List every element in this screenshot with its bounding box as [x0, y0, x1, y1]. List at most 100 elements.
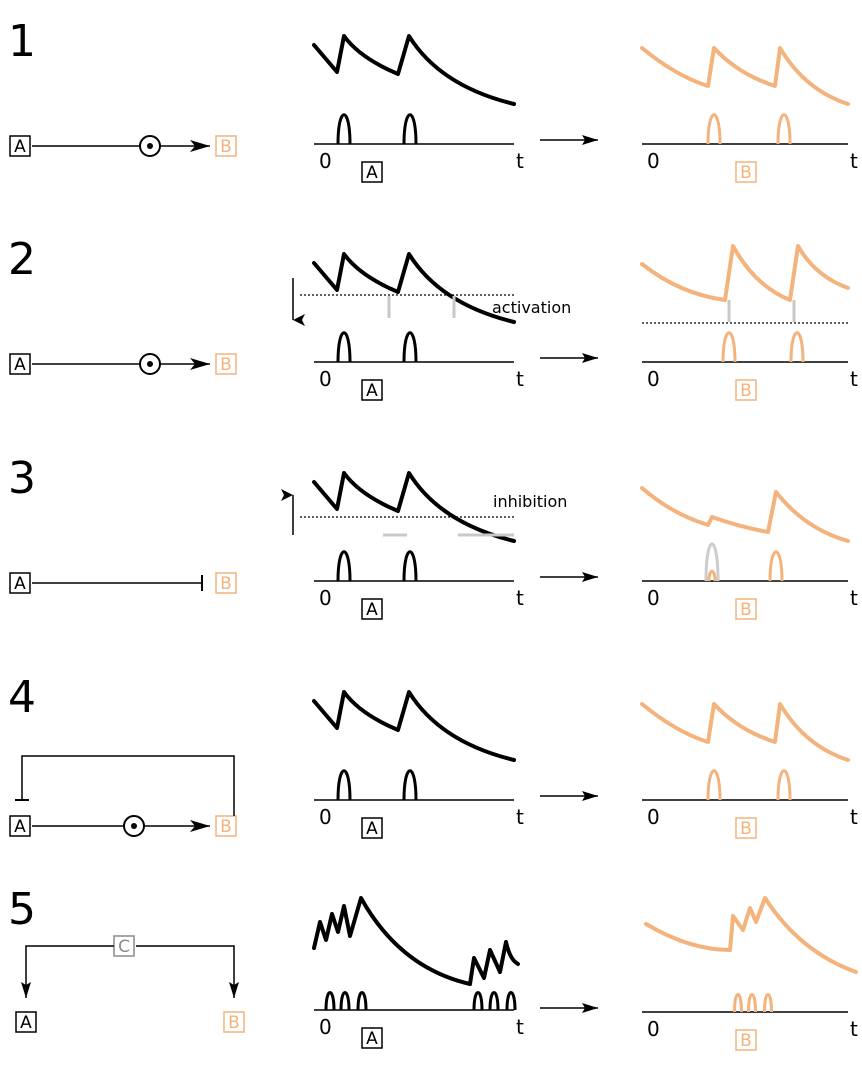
node-a-box: [15, 1011, 37, 1033]
node-b-box: [223, 1011, 245, 1033]
output-pulse-3: [763, 992, 773, 1013]
panel-number: 3: [8, 453, 36, 504]
plus-dot: [147, 143, 153, 149]
input-pulse-4: [472, 990, 484, 1011]
panel-number: 4: [8, 672, 36, 723]
output-label: B: [740, 819, 752, 839]
input-signal-curve: [312, 471, 516, 543]
node-a: A: [14, 355, 26, 375]
node-a: A: [20, 1013, 32, 1033]
output-label-box: [735, 379, 757, 401]
node-a-box: [9, 572, 31, 594]
input-signal-curve: [312, 252, 516, 324]
input-label-box: [361, 161, 383, 183]
node-b-box: [215, 135, 237, 157]
input-label-box: [361, 817, 383, 839]
output-label: B: [740, 163, 752, 183]
node-b: B: [220, 817, 232, 837]
input-pulse-1: [336, 550, 352, 582]
input-plot-t-label: t: [516, 367, 524, 391]
output-plot-t-label: t: [850, 805, 858, 829]
output-plot-t-label: t: [850, 367, 858, 391]
input-label: A: [366, 381, 378, 401]
node-b-box: [215, 353, 237, 375]
node-b: B: [228, 1013, 240, 1033]
panel-5: 5 C A B 0 t A 0 t B: [8, 884, 858, 1051]
node-b-box: [215, 572, 237, 594]
output-plot-origin-label: 0: [647, 367, 660, 391]
output-pulse-2: [768, 550, 784, 582]
output-plot-t-label: t: [850, 149, 858, 173]
input-label: A: [366, 1029, 378, 1049]
output-label-box: [735, 598, 757, 620]
blocked-pulse: [704, 542, 720, 582]
output-pulse-1: [706, 113, 722, 145]
input-plot-origin-label: 0: [319, 805, 332, 829]
input-label-box: [361, 1027, 383, 1049]
output-plot-origin-label: 0: [647, 805, 660, 829]
output-plot-origin-label: 0: [647, 1017, 660, 1041]
output-pulse-2: [789, 331, 805, 363]
node-b-box: [215, 815, 237, 837]
panel-4: 4 A B 0 t A 0 t B: [8, 672, 858, 839]
input-plot-t-label: t: [516, 586, 524, 610]
panel-number: 2: [8, 234, 36, 285]
input-pulse-2: [402, 769, 418, 801]
panel-number: 5: [8, 884, 36, 935]
activation-annotation: activation: [492, 298, 571, 317]
panel-number: 1: [8, 16, 36, 67]
feedback-edge: [21, 755, 235, 816]
input-pulse-3: [356, 990, 368, 1011]
node-b: B: [220, 137, 232, 157]
input-pulse-2: [402, 331, 418, 363]
output-label: B: [740, 1031, 752, 1051]
input-plot-t-label: t: [516, 805, 524, 829]
input-signal-curve: [312, 896, 520, 986]
output-signal-curve: [644, 896, 858, 974]
input-signal-curve: [312, 690, 516, 762]
input-plot-origin-label: 0: [319, 367, 332, 391]
output-signal-curve: [640, 46, 850, 106]
output-signal-curve: [640, 486, 850, 543]
output-pulse-2: [747, 992, 757, 1013]
node-a: A: [14, 574, 26, 594]
output-plot-origin-label: 0: [647, 149, 660, 173]
output-signal-curve: [640, 244, 850, 302]
input-label-box: [361, 598, 383, 620]
input-label: A: [366, 819, 378, 839]
output-pulse-1: [706, 769, 722, 801]
output-pulse-2: [776, 113, 792, 145]
inhibition-annotation: inhibition: [493, 492, 567, 511]
panel-1: 1 A B 0 t A 0 t B: [8, 16, 858, 183]
input-pulse-2: [402, 550, 418, 582]
output-signal-curve: [640, 702, 850, 762]
input-pulse-1: [336, 331, 352, 363]
output-plot-t-label: t: [850, 1017, 858, 1041]
node-a-box: [9, 815, 31, 837]
output-pulse-1: [721, 331, 737, 363]
node-b: B: [220, 355, 232, 375]
output-pulse-1: [707, 569, 717, 582]
input-plot-origin-label: 0: [319, 149, 332, 173]
input-label: A: [366, 163, 378, 183]
node-b: B: [220, 574, 232, 594]
output-pulse-1: [733, 992, 743, 1013]
output-pulse-2: [776, 769, 792, 801]
node-c: C: [118, 937, 130, 957]
input-pulse-2: [402, 113, 418, 145]
input-plot-t-label: t: [516, 149, 524, 173]
edge-c-a-arrow: [21, 945, 114, 998]
input-plot-origin-label: 0: [319, 1015, 332, 1039]
output-plot-origin-label: 0: [647, 586, 660, 610]
input-pulse-1: [336, 113, 352, 145]
edge-c-b-arrow: [136, 945, 239, 998]
input-signal-curve: [312, 34, 516, 106]
input-plot-origin-label: 0: [319, 586, 332, 610]
input-pulse-6: [505, 990, 517, 1011]
output-label-box: [735, 161, 757, 183]
input-pulse-5: [488, 990, 500, 1011]
node-a: A: [14, 817, 26, 837]
